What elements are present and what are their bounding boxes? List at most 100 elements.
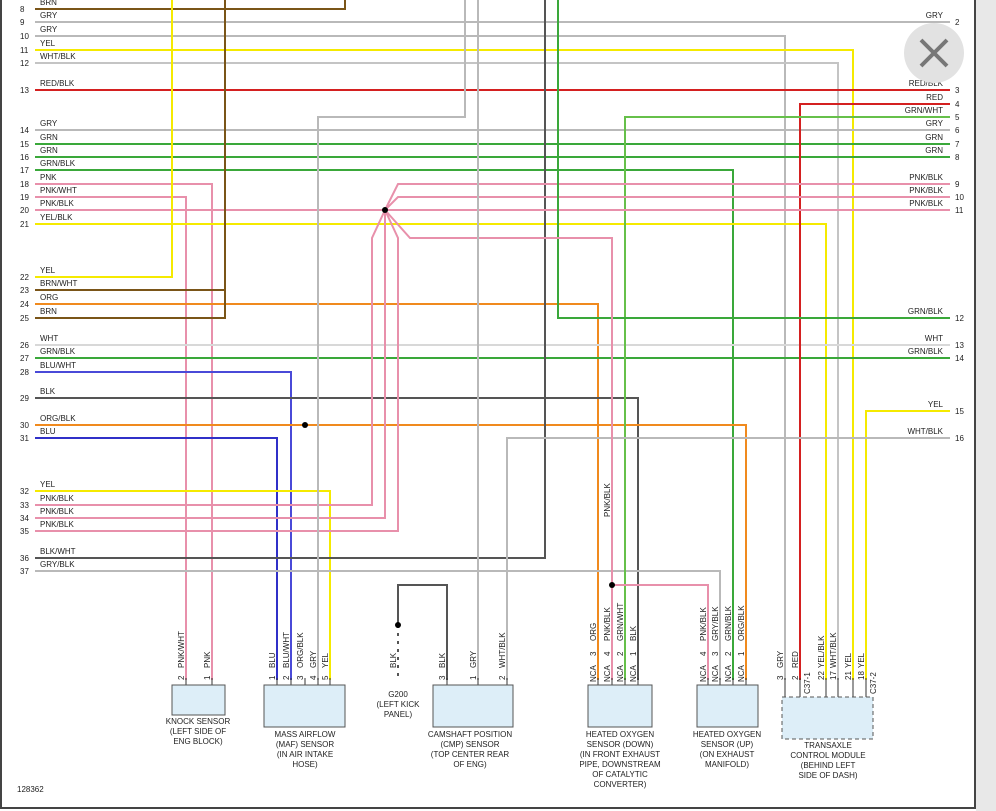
pin-number: 3 bbox=[776, 675, 785, 680]
right-pin: 15 bbox=[955, 407, 964, 416]
wire bbox=[624, 116, 950, 680]
right-wire-label: GRY bbox=[926, 11, 944, 20]
left-wire-label: BLK bbox=[40, 387, 56, 396]
right-wire-label: GRY bbox=[926, 119, 944, 128]
wire bbox=[35, 62, 839, 680]
left-wire-label: PNK/BLK bbox=[40, 494, 74, 503]
component-name: HEATED OXYGEN bbox=[586, 730, 655, 739]
component-name: OF CATALYTIC bbox=[592, 770, 648, 779]
right-wire-label: GRN/BLK bbox=[908, 307, 944, 316]
nca-label: NCA bbox=[711, 664, 720, 682]
right-wire-label: RED/BLK bbox=[909, 79, 944, 88]
pin-number: 3 bbox=[438, 675, 447, 680]
wire bbox=[557, 0, 950, 319]
right-wire-label: PNK/BLK bbox=[909, 199, 943, 208]
left-wire-label: BRN/WHT bbox=[40, 279, 77, 288]
left-wire-label: ORG bbox=[40, 293, 58, 302]
wire bbox=[35, 49, 854, 680]
left-pin: 11 bbox=[20, 46, 29, 55]
figure-id: 128362 bbox=[17, 785, 44, 794]
component-name: (MAF) SENSOR bbox=[276, 740, 334, 749]
right-pin: 4 bbox=[955, 100, 960, 109]
right-wire-label: YEL bbox=[928, 400, 944, 409]
component-name: HOSE) bbox=[292, 760, 318, 769]
pin-label: YEL/BLK bbox=[817, 635, 826, 668]
pin-number: 2 bbox=[177, 675, 186, 680]
left-wire-label: GRY bbox=[40, 25, 58, 34]
left-wire-label: GRN/BLK bbox=[40, 159, 76, 168]
wire bbox=[35, 424, 747, 680]
left-wire-label: GRN bbox=[40, 133, 58, 142]
close-button[interactable] bbox=[904, 23, 964, 83]
wire bbox=[35, 0, 346, 10]
right-wire-label: WHT bbox=[925, 334, 943, 343]
nca-label: NCA bbox=[699, 664, 708, 682]
pin-number: 4 bbox=[309, 675, 318, 680]
right-pin: 13 bbox=[955, 341, 964, 350]
pin-number: 2 bbox=[616, 651, 625, 656]
component-box bbox=[781, 696, 874, 740]
wire bbox=[35, 223, 827, 680]
left-wire-label: GRY bbox=[40, 119, 58, 128]
component-name: PIPE, DOWNSTREAM bbox=[579, 760, 661, 769]
nca-label: NCA bbox=[616, 664, 625, 682]
wire bbox=[35, 209, 399, 532]
right-pin: 7 bbox=[955, 140, 960, 149]
right-pin: 10 bbox=[955, 193, 964, 202]
right-pin: 8 bbox=[955, 153, 960, 162]
left-pin: 8 bbox=[20, 5, 25, 14]
left-wire-label: GRY/BLK bbox=[40, 560, 75, 569]
pin-number: 1 bbox=[629, 651, 638, 656]
left-wire-label: BLU/WHT bbox=[40, 361, 76, 370]
component-box bbox=[587, 684, 653, 728]
wire bbox=[35, 0, 226, 319]
component-name: MANIFOLD) bbox=[705, 760, 749, 769]
pin-label: YEL bbox=[857, 652, 866, 668]
connector-label: C37-1 bbox=[803, 672, 812, 694]
left-wire-label: YEL bbox=[40, 480, 56, 489]
left-wire-label: PNK/BLK bbox=[40, 507, 74, 516]
left-pin: 10 bbox=[20, 32, 29, 41]
pin-number: 2 bbox=[282, 675, 291, 680]
pin-label: GRY bbox=[776, 650, 785, 668]
pin-number: 3 bbox=[589, 651, 598, 656]
wire bbox=[384, 183, 950, 211]
left-wire-label: BRN bbox=[40, 0, 57, 7]
component-box bbox=[263, 684, 346, 728]
wire bbox=[35, 0, 546, 559]
component-name: (IN AIR INTAKE bbox=[277, 750, 333, 759]
component-name: KNOCK SENSOR bbox=[166, 717, 231, 726]
labels: 8BRN9GRY10GRY11YEL12WHT/BLK13RED/BLK14GR… bbox=[20, 0, 964, 789]
component-name: (CMP) SENSOR bbox=[440, 740, 499, 749]
component-name: TRANSAXLE bbox=[804, 741, 852, 750]
left-wire-label: YEL bbox=[40, 39, 56, 48]
left-pin: 22 bbox=[20, 273, 29, 282]
component-name: ENG BLOCK) bbox=[173, 737, 223, 746]
right-pin: 12 bbox=[955, 314, 964, 323]
left-wire-label: ORG/BLK bbox=[40, 414, 76, 423]
pin-label: BLK bbox=[389, 652, 398, 668]
pin-label: ORG/BLK bbox=[296, 632, 305, 668]
wire bbox=[384, 196, 950, 211]
splice bbox=[302, 422, 308, 428]
component-name: OF ENG) bbox=[453, 760, 487, 769]
pin-number: 18 bbox=[857, 671, 866, 680]
close-icon[interactable] bbox=[919, 38, 949, 68]
left-wire-label: PNK bbox=[40, 173, 57, 182]
left-pin: 14 bbox=[20, 126, 29, 135]
left-pin: 28 bbox=[20, 368, 29, 377]
component-box bbox=[432, 684, 514, 728]
right-wire-label: GRN bbox=[925, 133, 943, 142]
wire bbox=[35, 371, 292, 680]
right-wire-label: GRN/WHT bbox=[905, 106, 943, 115]
left-wire-label: WHT/BLK bbox=[40, 52, 76, 61]
wire bbox=[35, 35, 786, 680]
pin-label: BLU/WHT bbox=[282, 632, 291, 668]
wire bbox=[35, 210, 386, 519]
left-pin: 18 bbox=[20, 180, 29, 189]
left-pin: 36 bbox=[20, 554, 29, 563]
pin-number: 5 bbox=[321, 675, 330, 680]
splice bbox=[382, 207, 388, 213]
left-pin: 16 bbox=[20, 153, 29, 162]
